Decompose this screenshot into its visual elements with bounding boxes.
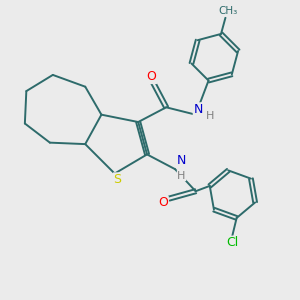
Text: H: H xyxy=(177,171,186,181)
Text: S: S xyxy=(114,173,122,186)
Text: O: O xyxy=(158,196,168,209)
Text: Cl: Cl xyxy=(226,236,238,249)
Text: H: H xyxy=(206,111,214,121)
Text: CH₃: CH₃ xyxy=(219,6,238,16)
Text: O: O xyxy=(146,70,156,83)
Text: N: N xyxy=(177,154,186,167)
Text: N: N xyxy=(193,103,203,116)
